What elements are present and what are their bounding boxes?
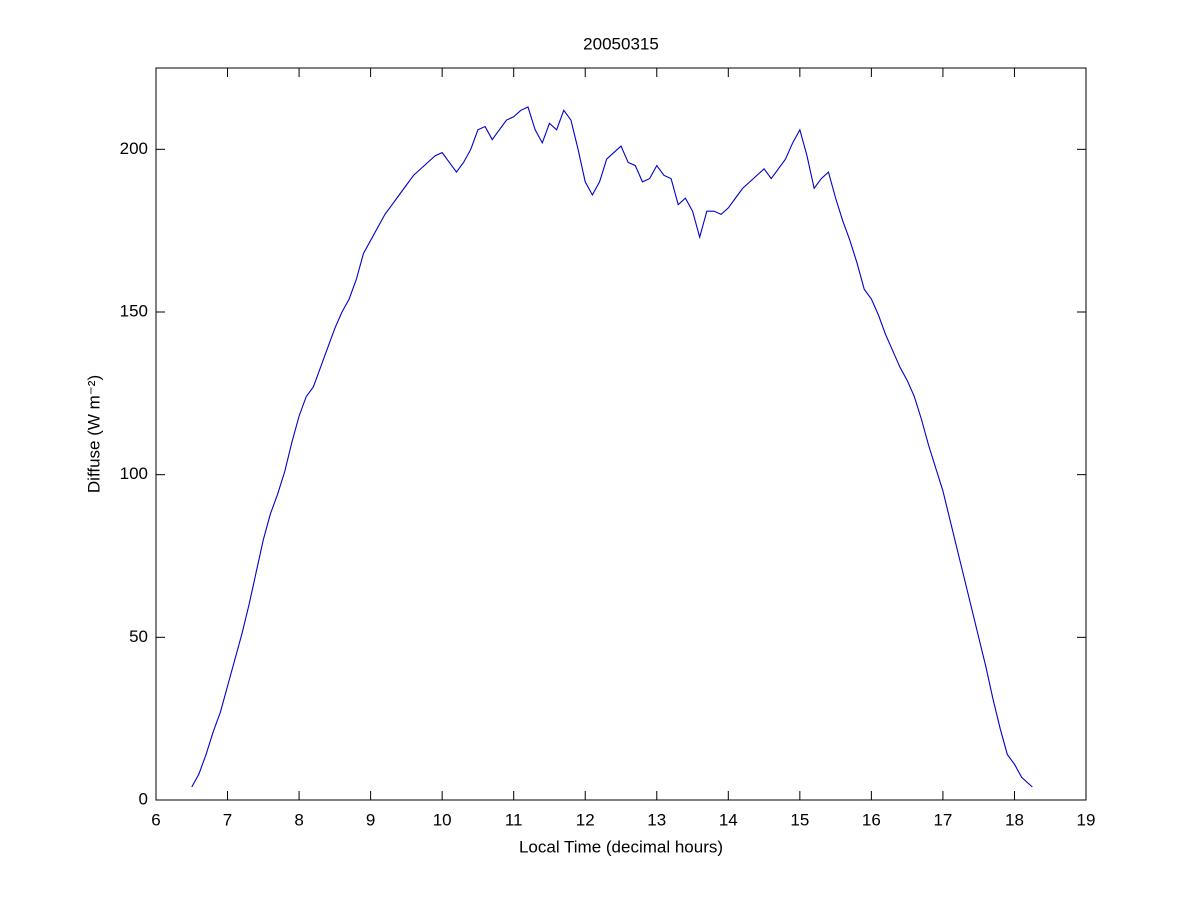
- x-tick-label: 15: [790, 810, 809, 829]
- plot-area: [155, 67, 1087, 801]
- x-tick-label: 18: [1005, 810, 1024, 829]
- x-tick-label: 11: [505, 810, 523, 829]
- y-tick-label: 0: [139, 789, 148, 808]
- x-tick-label: 6: [151, 810, 160, 829]
- x-tick-label: 9: [366, 810, 375, 829]
- data-line: [191, 106, 1033, 788]
- x-tick-label: 7: [223, 810, 232, 829]
- x-tick-label: 14: [719, 810, 738, 829]
- x-tick-label: 12: [576, 810, 595, 829]
- x-tick-label: 13: [647, 810, 666, 829]
- x-tick-label: 19: [1077, 810, 1096, 829]
- x-tick-label: 8: [294, 810, 303, 829]
- x-tick-label: 16: [862, 810, 881, 829]
- x-tick-label: 10: [433, 810, 452, 829]
- y-tick-label: 100: [120, 464, 148, 483]
- x-tick-label: 17: [933, 810, 952, 829]
- x-axis-label: Local Time (decimal hours): [519, 837, 723, 856]
- chart-title: 20050315: [583, 34, 659, 53]
- y-tick-label: 150: [120, 301, 148, 320]
- y-tick-label: 50: [129, 627, 148, 646]
- y-axis-label: Diffuse (W m⁻²): [84, 375, 103, 493]
- y-tick-label: 200: [120, 139, 148, 158]
